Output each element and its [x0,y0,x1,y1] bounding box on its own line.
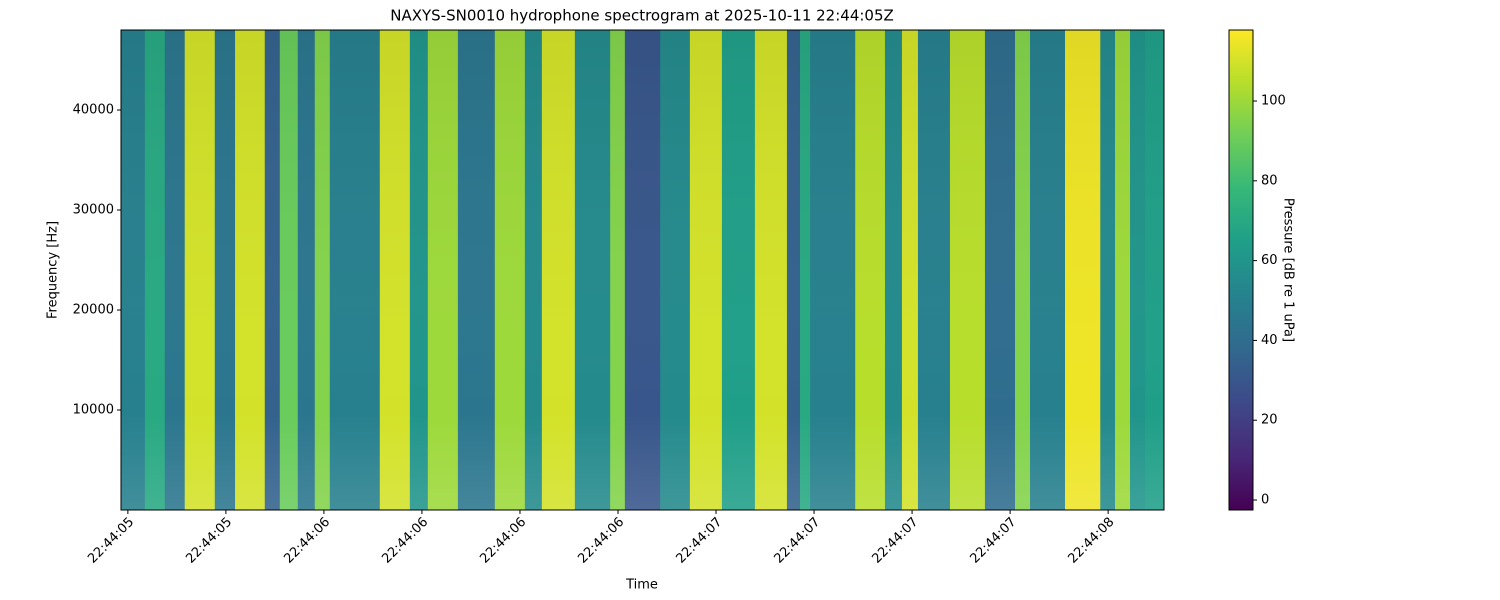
x-tick-label: 22:44:07 [968,515,1020,567]
y-axis-label: Frequency [Hz] [46,221,61,319]
colorbar-label: Pressure [dB re 1 uPa] [1281,198,1296,342]
x-axis-label: Time [625,578,658,593]
x-tick-label: 22:44:07 [771,515,823,567]
x-tick-label: 22:44:05 [85,515,137,567]
plot-frame [120,29,1165,511]
x-tick-label: 22:44:05 [183,515,235,567]
x-tick-label: 22:44:06 [281,515,333,567]
texture [121,30,1164,510]
colorbar [1228,29,1254,511]
y-tick-label: 40000 [73,103,114,118]
x-tick-label: 22:44:07 [673,515,725,567]
x-tick-label: 22:44:07 [869,515,921,567]
chart-title: NAXYS-SN0010 hydrophone spectrogram at 2… [390,7,894,25]
x-tick-label: 22:44:08 [1066,515,1118,567]
x-tick-label: 22:44:06 [575,515,627,567]
y-tick-label: 10000 [73,403,114,418]
y-tick-label: 30000 [73,203,114,218]
colorbar-tick-label: 20 [1261,413,1278,428]
colorbar-tick-label: 0 [1261,493,1269,508]
colorbar-tick-label: 40 [1261,333,1278,348]
y-tick-label: 20000 [73,303,114,318]
colorbar-tick-label: 100 [1261,94,1286,109]
colorbar-tick-label: 60 [1261,253,1278,268]
x-tick-label: 22:44:06 [477,515,529,567]
x-tick-label: 22:44:06 [379,515,431,567]
colorbar-tick-label: 80 [1261,173,1278,188]
